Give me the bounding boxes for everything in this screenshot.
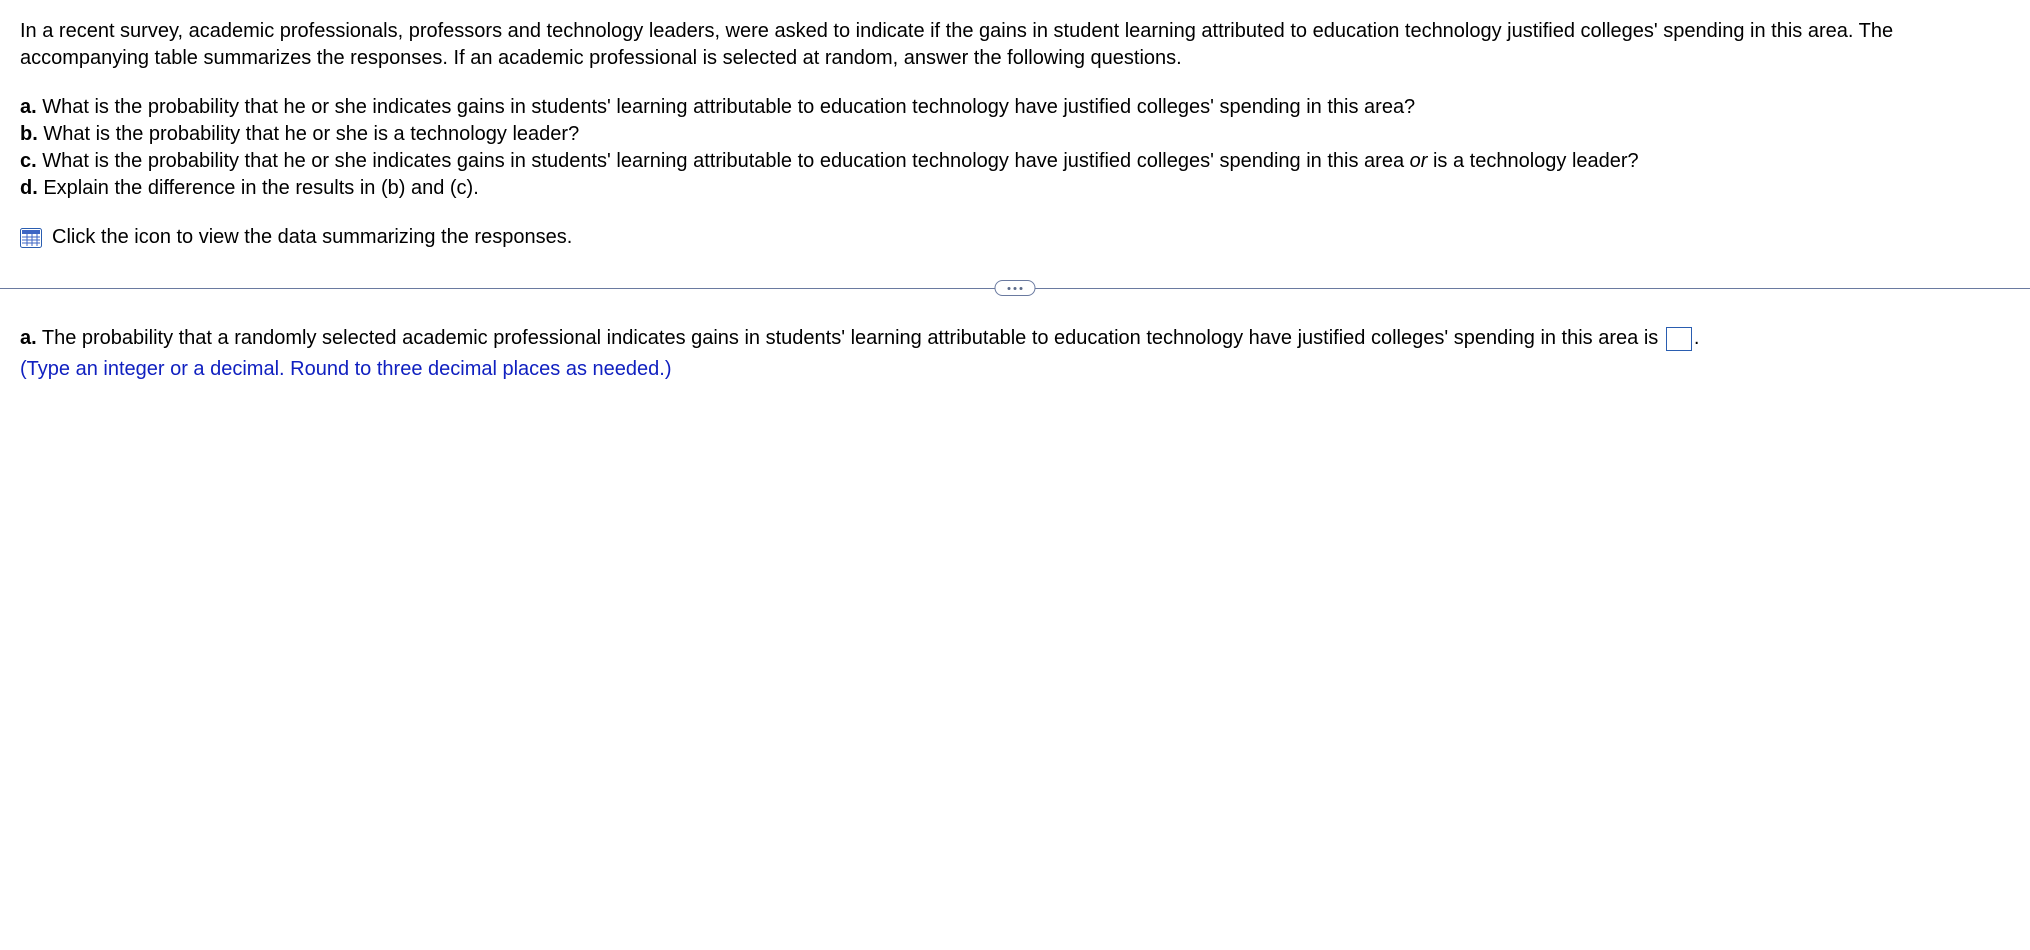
question-d-text: Explain the difference in the results in… <box>38 177 479 199</box>
question-c-or: or <box>1410 150 1428 172</box>
dot-icon <box>1008 287 1011 290</box>
question-a: a. What is the probability that he or sh… <box>20 94 2010 121</box>
question-c: c. What is the probability that he or sh… <box>20 148 2010 175</box>
section-divider <box>0 279 2030 297</box>
data-icon-row: Click the icon to view the data summariz… <box>20 224 2010 251</box>
answer-a-after: . <box>1694 327 1700 349</box>
intro-paragraph: In a recent survey, academic professiona… <box>20 18 2010 72</box>
answer-section: a. The probability that a randomly selec… <box>20 325 2010 383</box>
table-icon[interactable] <box>20 228 42 248</box>
expand-pill[interactable] <box>995 280 1036 296</box>
question-d: d. Explain the difference in the results… <box>20 175 2010 202</box>
question-d-label: d. <box>20 177 38 199</box>
question-c-label: c. <box>20 150 37 172</box>
question-a-text: What is the probability that he or she i… <box>37 96 1416 118</box>
data-icon-label[interactable]: Click the icon to view the data summariz… <box>52 224 572 251</box>
answer-a-input[interactable] <box>1666 327 1692 351</box>
question-b: b. What is the probability that he or sh… <box>20 121 2010 148</box>
question-b-label: b. <box>20 123 38 145</box>
question-b-text: What is the probability that he or she i… <box>38 123 579 145</box>
dot-icon <box>1014 287 1017 290</box>
answer-a-line: a. The probability that a randomly selec… <box>20 325 2010 352</box>
dot-icon <box>1020 287 1023 290</box>
answer-a-before: The probability that a randomly selected… <box>37 327 1664 349</box>
answer-a-hint: (Type an integer or a decimal. Round to … <box>20 356 2010 383</box>
question-list: a. What is the probability that he or sh… <box>20 94 2010 202</box>
answer-a-label: a. <box>20 327 37 349</box>
question-c-text-after: is a technology leader? <box>1427 150 1638 172</box>
question-a-label: a. <box>20 96 37 118</box>
question-c-text-before: What is the probability that he or she i… <box>37 150 1410 172</box>
